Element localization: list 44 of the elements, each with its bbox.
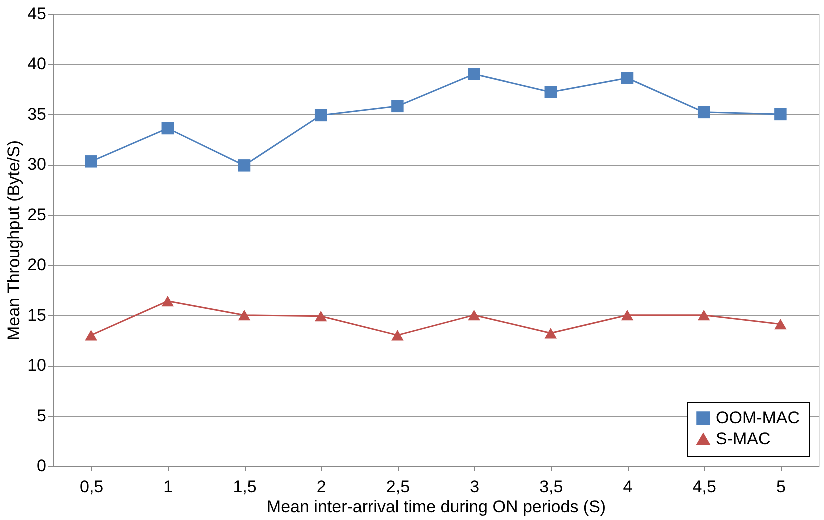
x-tick-label: 1 — [164, 478, 174, 496]
y-tick-label: 15 — [28, 306, 46, 325]
point — [162, 296, 174, 307]
point — [621, 310, 634, 321]
y-axis-title: Mean Throughput (Byte/S) — [4, 140, 24, 341]
x-tick-label: 0,5 — [80, 478, 104, 496]
y-tick-label: 0 — [37, 456, 46, 476]
point — [774, 319, 787, 330]
point — [774, 108, 787, 121]
x-tick-label: 3 — [470, 478, 480, 496]
legend-label: S-MAC — [716, 430, 771, 448]
y-tick-label: 35 — [28, 104, 46, 124]
x-tick-label: 3,5 — [540, 478, 564, 496]
y-tick-label: 45 — [28, 4, 46, 24]
point — [314, 311, 328, 322]
x-tick-label: 5 — [776, 478, 786, 496]
x-tick-label: 2,5 — [386, 478, 410, 496]
y-tick-label: 25 — [28, 205, 46, 224]
point — [314, 109, 328, 122]
y-tick-label: 10 — [28, 356, 46, 376]
point — [392, 330, 404, 341]
point — [238, 310, 251, 321]
point — [468, 310, 480, 321]
point — [544, 328, 558, 339]
point — [85, 156, 98, 168]
point — [162, 122, 174, 135]
point — [392, 100, 404, 113]
point — [544, 86, 558, 98]
x-axis-title: Mean inter-arrival time during ON periods (S) — [266, 498, 606, 516]
point — [468, 68, 480, 80]
y-tick-label: 40 — [28, 54, 46, 74]
y-tick-label: 30 — [28, 155, 46, 174]
point — [621, 72, 634, 84]
point — [85, 330, 98, 341]
point — [698, 106, 710, 119]
y-tick-label: 20 — [28, 256, 46, 275]
point — [238, 160, 251, 172]
legend-label: OOM-MAC — [716, 408, 800, 428]
y-tick-label: 5 — [37, 406, 46, 426]
x-tick-label: 1,5 — [233, 478, 257, 496]
x-tick-label: 4 — [623, 478, 633, 496]
x-tick-label: 2 — [316, 478, 326, 496]
point — [698, 310, 710, 321]
x-tick-label: 4,5 — [692, 478, 716, 496]
